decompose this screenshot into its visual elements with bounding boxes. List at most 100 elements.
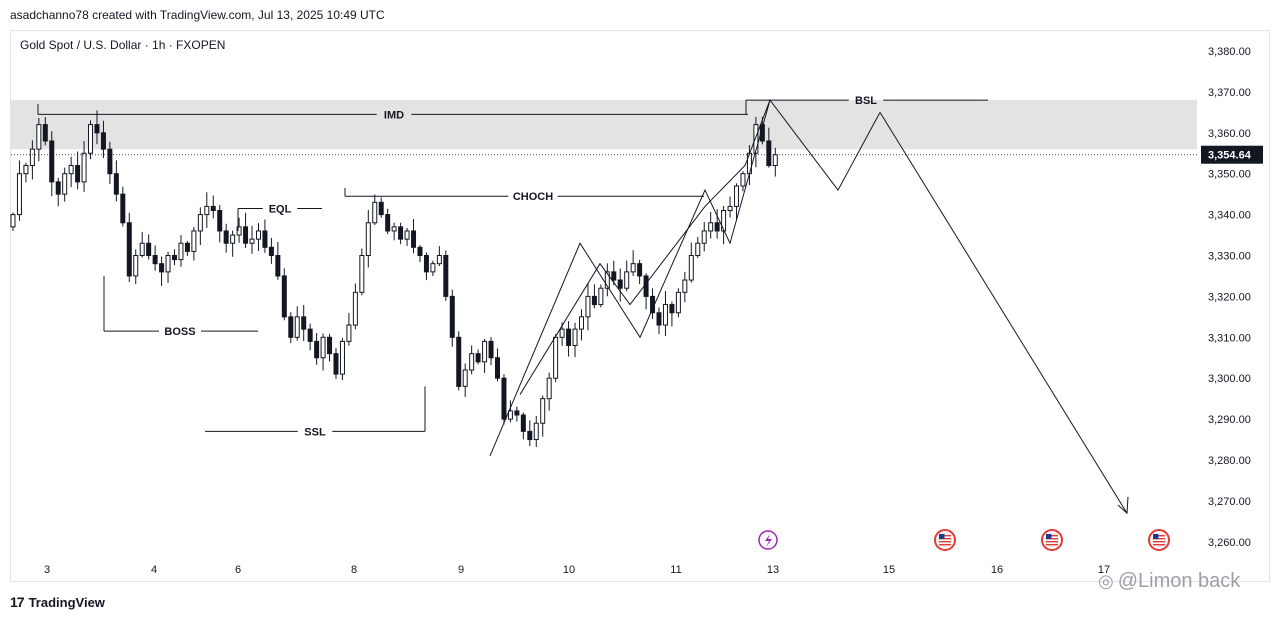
candle [611, 260, 617, 286]
candle-body-down [398, 226, 404, 240]
candle-body-down [288, 316, 294, 338]
x-tick-label: 17 [1098, 564, 1110, 576]
candle [236, 217, 242, 243]
flag-stripe [1046, 538, 1058, 540]
candle [126, 212, 132, 283]
x-tick-label: 10 [563, 564, 575, 576]
candle [385, 208, 391, 234]
candle-body-down [385, 214, 391, 232]
candle-body-up [339, 340, 345, 375]
candle-body-down [314, 340, 320, 359]
candle [630, 250, 636, 276]
x-tick-label: 11 [670, 564, 681, 576]
candle [262, 219, 268, 253]
x-tick-label: 3 [44, 564, 50, 576]
candle-body-up [553, 336, 559, 379]
candle [617, 268, 623, 302]
candle [585, 282, 591, 331]
candle-body-down [159, 263, 165, 273]
candle [378, 197, 384, 218]
candle-body-down [172, 255, 177, 261]
candle-body-up [68, 165, 74, 175]
candle [365, 210, 371, 268]
candle-body-up [81, 152, 87, 183]
candle [230, 230, 236, 257]
watermark: ◎ @Limon back [1098, 570, 1240, 593]
candle [727, 196, 733, 218]
flag-canton [939, 534, 945, 539]
candle [740, 171, 746, 192]
candle-body-down [113, 173, 119, 195]
candle-body-down [262, 230, 268, 248]
event-icon-bolt [765, 534, 772, 547]
candle-body-down [100, 132, 106, 150]
candle [430, 260, 436, 277]
y-tick-label: 3,330.00 [1208, 251, 1251, 263]
symbol-line[interactable]: Gold Spot / U.S. Dollar · 1h · FXOPEN [20, 38, 226, 52]
candle [172, 249, 177, 266]
candle-body-down [55, 181, 61, 195]
candles-layer [10, 110, 778, 448]
candle [643, 273, 649, 310]
candle-body-up [230, 234, 236, 244]
candle [462, 363, 468, 397]
candle [469, 345, 475, 375]
candle-body-down [566, 328, 572, 346]
candle [178, 235, 184, 267]
last-price-label: 3,354.64 [1208, 150, 1252, 162]
candle-body-up [727, 205, 733, 212]
candle [146, 234, 152, 260]
candle [113, 160, 119, 202]
candle-body-up [462, 369, 468, 387]
zigzag-structure-inner [519, 99, 771, 395]
candle [42, 117, 48, 146]
candle [475, 349, 481, 365]
candle-body-up [436, 255, 442, 265]
x-tick-label: 8 [351, 564, 357, 576]
candle-body-down [714, 222, 720, 232]
candle [772, 147, 778, 177]
candle [100, 120, 106, 159]
candle [62, 167, 68, 202]
candle-body-up [753, 124, 759, 154]
candle-body-down [488, 340, 494, 359]
candle-body-up [365, 222, 371, 256]
candle [443, 250, 449, 301]
candle-body-down [514, 410, 520, 416]
candle [133, 249, 139, 285]
candle [68, 156, 74, 188]
candle [184, 241, 190, 256]
candle [456, 331, 462, 391]
candle [708, 211, 714, 239]
candle-body-down [501, 377, 507, 420]
candle [482, 338, 488, 373]
candle-body-up [352, 291, 358, 326]
candle-body-up [540, 398, 546, 424]
candle [449, 289, 455, 347]
flag-stripe [939, 538, 951, 540]
candle [165, 251, 171, 283]
candle-body-down [42, 124, 48, 142]
candle-body-down [411, 230, 417, 248]
candle [533, 415, 539, 448]
candle [423, 252, 429, 281]
candle-body-up [36, 124, 42, 150]
candle-body-up [604, 271, 610, 289]
candle-body-up [708, 222, 714, 232]
candle [268, 237, 274, 264]
candle-body-up [507, 410, 513, 420]
flag-canton [1046, 534, 1052, 539]
chart-credit: asadchanno78 created with TradingView.co… [10, 8, 385, 22]
candle-body-up [320, 336, 326, 359]
candle [197, 207, 203, 246]
candle-body-up [585, 295, 591, 318]
candle-body-up [695, 242, 701, 256]
tradingview-logo[interactable]: 17 TradingView [10, 594, 105, 610]
candle-body-up [430, 263, 436, 273]
candle [55, 177, 61, 207]
candle-body-up [701, 230, 707, 244]
flag-stripe [1153, 544, 1165, 546]
y-tick-label: 3,290.00 [1208, 414, 1251, 426]
flag-stripe [939, 544, 951, 546]
